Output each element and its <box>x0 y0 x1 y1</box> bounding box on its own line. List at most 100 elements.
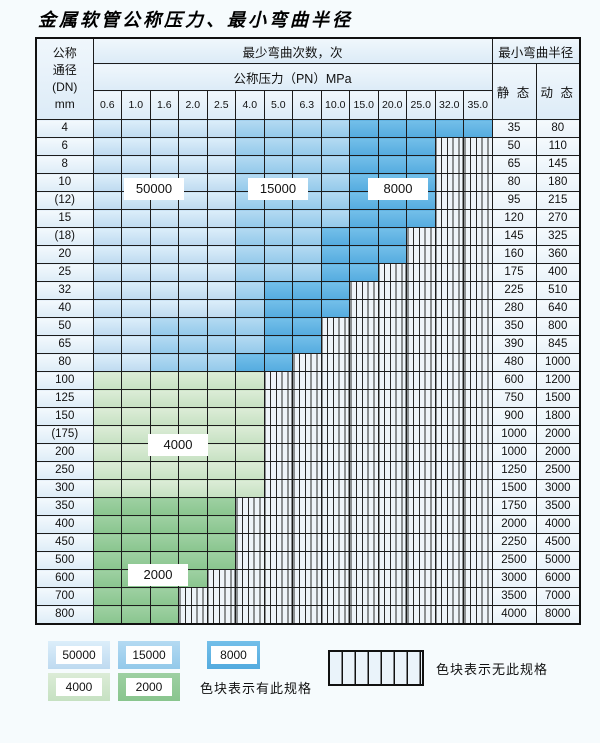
dynamic-radius-cell: 3500 <box>535 497 581 516</box>
table-row: 500 2500 5000 <box>35 551 581 570</box>
dn-cell: 300 <box>35 479 94 498</box>
dn-cell: 32 <box>35 281 94 300</box>
pn-cell <box>149 209 179 228</box>
pn-cell <box>349 479 379 498</box>
pn-cell <box>377 353 407 372</box>
pn-cell <box>178 497 208 516</box>
dn-cell: 65 <box>35 335 94 354</box>
pn-cell <box>263 227 293 246</box>
pn-cell <box>320 515 350 534</box>
header-pn-value: 2.0 <box>178 90 208 120</box>
pn-cell <box>406 425 436 444</box>
dynamic-radius-cell: 1000 <box>535 353 581 372</box>
dynamic-radius-cell: 2500 <box>535 461 581 480</box>
pn-cell <box>292 515 322 534</box>
pn-cell <box>320 191 350 210</box>
pn-cell <box>463 605 493 625</box>
pn-cell <box>406 569 436 588</box>
pn-cell <box>406 155 436 174</box>
pn-cell <box>235 605 265 625</box>
pn-cell <box>121 119 151 138</box>
pn-cell <box>406 119 436 138</box>
pn-cell <box>206 263 236 282</box>
pn-cell <box>434 533 464 552</box>
header-pn-value: 35.0 <box>463 90 493 120</box>
pn-cell <box>377 299 407 318</box>
table-row: 80 480 1000 <box>35 353 581 372</box>
region-label: 15000 <box>248 178 308 200</box>
pn-cell <box>292 263 322 282</box>
header-pressure: 公称压力（PN）MPa <box>92 63 493 91</box>
pn-cell <box>434 389 464 408</box>
static-radius-cell: 2000 <box>491 515 537 534</box>
legend-no-spec-text: 色块表示无此规格 <box>436 661 549 677</box>
table-row: 300 1500 3000 <box>35 479 581 498</box>
pn-cell <box>121 299 151 318</box>
pn-cell <box>206 497 236 516</box>
pn-cell <box>434 227 464 246</box>
pn-cell <box>463 173 493 192</box>
dn-cell: 400 <box>35 515 94 534</box>
dn-cell: 40 <box>35 299 94 318</box>
pn-cell <box>206 137 236 156</box>
dn-cell: 250 <box>35 461 94 480</box>
pn-cell <box>406 551 436 570</box>
pn-cell <box>463 371 493 390</box>
pn-cell <box>263 299 293 318</box>
pn-cell <box>320 407 350 426</box>
dn-cell: 700 <box>35 587 94 606</box>
pn-cell <box>149 155 179 174</box>
static-radius-cell: 65 <box>491 155 537 174</box>
pn-cell <box>434 173 464 192</box>
pn-cell <box>235 119 265 138</box>
pn-cell <box>377 155 407 174</box>
pn-cell <box>178 119 208 138</box>
pn-cell <box>149 335 179 354</box>
pn-cell <box>235 371 265 390</box>
pn-cell <box>92 425 122 444</box>
pn-cell <box>349 209 379 228</box>
pn-cell <box>377 407 407 426</box>
pn-cell <box>377 425 407 444</box>
pn-cell <box>149 245 179 264</box>
header-pn-value: 25.0 <box>406 90 436 120</box>
pn-cell <box>349 245 379 264</box>
pn-cell <box>377 389 407 408</box>
header-pn-value: 10.0 <box>320 90 350 120</box>
pn-cell <box>206 407 236 426</box>
table-row: 10 80 180 <box>35 173 581 192</box>
pn-cell <box>235 569 265 588</box>
pn-cell <box>178 335 208 354</box>
header-pn-value: 5.0 <box>263 90 293 120</box>
pn-cell <box>92 245 122 264</box>
pn-cell <box>206 443 236 462</box>
pn-cell <box>463 191 493 210</box>
pn-cell <box>121 497 151 516</box>
pn-cell <box>92 335 122 354</box>
pn-cell <box>263 407 293 426</box>
pn-cell <box>320 245 350 264</box>
pn-cell <box>149 317 179 336</box>
pn-cell <box>349 281 379 300</box>
dynamic-radius-cell: 8000 <box>535 605 581 625</box>
pn-cell <box>206 335 236 354</box>
pn-cell <box>292 371 322 390</box>
legend-row-blue: 50000 15000 8000 <box>48 641 268 669</box>
dn-cell: 20 <box>35 245 94 264</box>
pn-cell <box>434 461 464 480</box>
pn-cell <box>406 263 436 282</box>
region-label: 4000 <box>148 434 208 456</box>
pn-cell <box>178 533 208 552</box>
pn-cell <box>235 533 265 552</box>
pn-cell <box>349 119 379 138</box>
pn-cell <box>263 245 293 264</box>
pn-cell <box>320 335 350 354</box>
table-row: 8 65 145 <box>35 155 581 174</box>
pn-cell <box>263 335 293 354</box>
pn-cell <box>263 461 293 480</box>
pn-cell <box>235 389 265 408</box>
pn-cell <box>263 569 293 588</box>
pn-cell <box>235 461 265 480</box>
pn-cell <box>463 533 493 552</box>
header-dn-line: mm <box>54 97 75 111</box>
